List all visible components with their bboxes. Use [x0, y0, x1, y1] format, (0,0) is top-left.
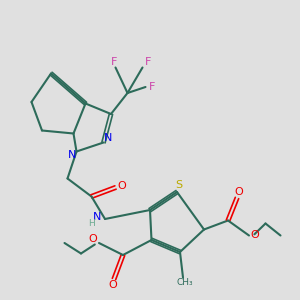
Text: N: N [93, 212, 102, 222]
Text: O: O [108, 280, 117, 290]
Text: O: O [250, 230, 259, 240]
Text: N: N [103, 133, 112, 143]
Text: F: F [111, 57, 117, 67]
Text: O: O [234, 187, 243, 197]
Text: N: N [68, 150, 76, 160]
Text: H: H [88, 219, 94, 228]
Text: F: F [149, 82, 155, 92]
Text: S: S [175, 180, 182, 190]
Text: CH₃: CH₃ [176, 278, 193, 287]
Text: O: O [88, 234, 98, 244]
Text: F: F [145, 57, 151, 67]
Text: O: O [118, 181, 127, 191]
